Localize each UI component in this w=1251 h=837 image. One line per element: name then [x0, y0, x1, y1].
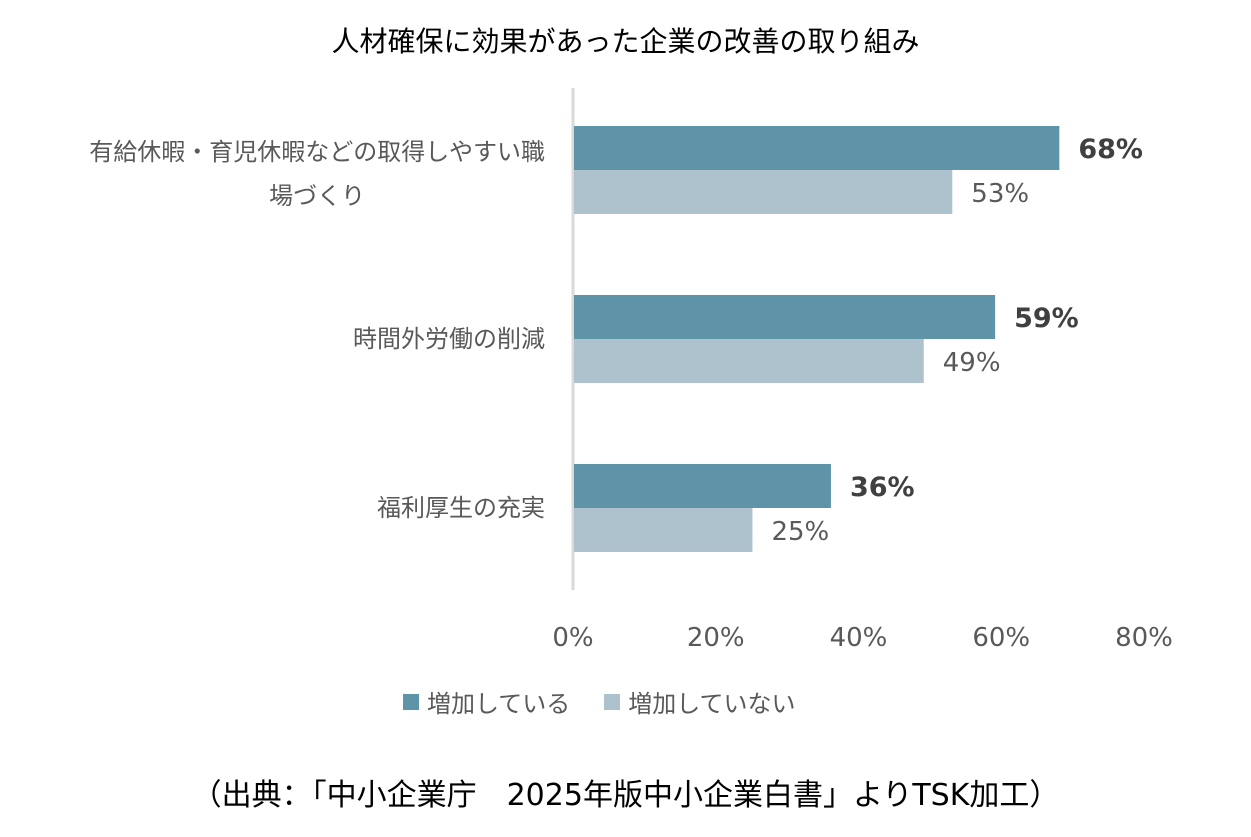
data-label-not-increasing-2: 25% [771, 517, 829, 547]
source-note: （出典：「中小企業庁 2025年版中小企業白書」よりTSK加工） [191, 778, 1060, 813]
category-label-line: 場づくり [269, 182, 366, 210]
data-label-increasing-0: 68% [1078, 134, 1143, 165]
category-label-2: 福利厚生の充実 [377, 486, 545, 530]
bar-not-increasing-1 [574, 339, 924, 383]
chart-title: 人材確保に効果があった企業の改善の取り組み [331, 25, 920, 58]
data-label-not-increasing-0: 53% [971, 179, 1029, 209]
bar-increasing-1 [574, 295, 996, 339]
category-label-0: 有給休暇・育児休暇などの取得しやすい職 場づくり [89, 130, 545, 218]
bar-not-increasing-0 [574, 170, 953, 214]
x-tick-label: 20% [687, 623, 745, 653]
bar-increasing-2 [574, 464, 831, 508]
x-tick-label: 0% [552, 623, 593, 653]
legend-label-not-increasing: 増加していない [628, 690, 796, 718]
legend-swatch-not-increasing [604, 693, 621, 710]
category-label-line: 福利厚生の充実 [377, 494, 545, 522]
x-tick-label: 40% [830, 623, 888, 653]
data-label-not-increasing-1: 49% [943, 348, 1001, 378]
legend-item-increasing: 増加している [403, 684, 570, 719]
legend-swatch-increasing [403, 693, 419, 710]
data-label-increasing-1: 59% [1014, 303, 1079, 334]
category-label-line: 時間外労働の削減 [353, 325, 545, 353]
legend: 増加している 増加していない [403, 684, 830, 719]
x-tick-label: 80% [1115, 623, 1173, 653]
category-label-1: 時間外労働の削減 [353, 317, 545, 361]
legend-item-not-increasing: 増加していない [604, 684, 796, 719]
x-tick-label: 60% [972, 623, 1030, 653]
bar-not-increasing-2 [574, 508, 753, 552]
category-label-line: 有給休暇・育児休暇などの取得しやすい職 [89, 138, 545, 166]
bar-increasing-0 [574, 126, 1060, 170]
legend-label-increasing: 増加している [427, 690, 571, 718]
data-label-increasing-2: 36% [850, 472, 915, 503]
